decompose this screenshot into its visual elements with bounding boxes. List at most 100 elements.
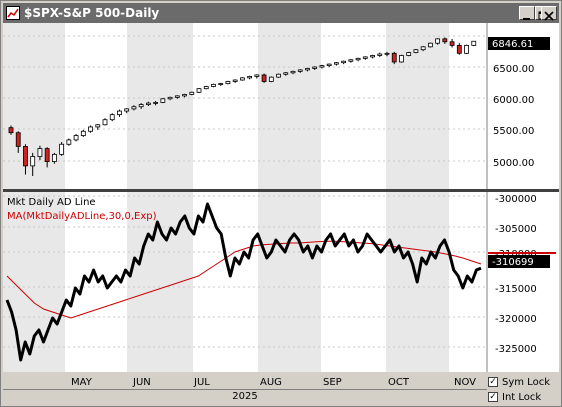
candle-up (37, 148, 43, 157)
candle-up (124, 108, 130, 112)
candle-up (160, 98, 166, 103)
month-label: MAY (71, 377, 93, 388)
candle-up (211, 83, 216, 87)
candle-down (44, 148, 50, 162)
x-axis[interactable] (3, 372, 487, 389)
year-label: 2025 (232, 391, 258, 402)
candle-up (153, 101, 159, 104)
chart-window-icon (6, 6, 20, 20)
title-bar[interactable]: $SPX-S&P 500-Daily (3, 3, 559, 23)
candle-up (225, 81, 231, 85)
candle-up (427, 42, 433, 48)
minimize-icon (523, 18, 530, 20)
ad-tick-label: -320000 (495, 314, 537, 325)
candle-down (442, 38, 448, 43)
candle-down (23, 146, 28, 167)
candle-up (254, 74, 260, 77)
close-button[interactable] (541, 6, 557, 21)
candle-up (305, 68, 310, 71)
candle-up (413, 49, 419, 53)
price-axis-ticks: 6500.00 6000.00 5500.00 5000.00 (493, 64, 534, 169)
close-icon (544, 11, 554, 21)
month-label: AUG (260, 377, 282, 388)
candle-up (174, 95, 180, 98)
candle-up (399, 55, 404, 63)
month-shade (258, 23, 321, 189)
candle-up (30, 156, 36, 167)
month-labels: MAY JUN JUL AUG SEP OCT NOV (71, 377, 476, 388)
ad-axis[interactable] (487, 192, 559, 372)
candle-up (276, 73, 281, 78)
month-label: OCT (388, 377, 410, 388)
candle-up (290, 70, 296, 74)
chart-area[interactable]: 6500.00 6000.00 5500.00 5000.00 6846.61 … (3, 23, 559, 389)
ad-tick-label: -310000 (495, 249, 537, 260)
price-tick-label: 5500.00 (493, 126, 534, 137)
ad-tick-label: -305000 (495, 224, 537, 235)
sym-lock-checkbox[interactable]: ✓ (488, 377, 498, 387)
candle-up (73, 135, 79, 141)
int-lock-checkbox[interactable]: ✓ (488, 392, 498, 402)
candle-up (102, 119, 108, 126)
candle-up (283, 72, 289, 75)
candle-up (319, 65, 325, 68)
candle-up (377, 53, 383, 56)
candle-up (471, 40, 477, 46)
ad-line (5, 202, 482, 362)
indicator-label: Mkt Daily AD Line (7, 197, 96, 208)
year-bar: 2025 (3, 389, 487, 405)
candle-up (268, 76, 274, 82)
candle-down (8, 127, 14, 134)
candle-up (138, 104, 144, 108)
month-shade (258, 192, 321, 372)
candle-up (189, 91, 195, 95)
candle-up (196, 88, 202, 93)
candle-up (51, 153, 57, 162)
candle-up (312, 66, 318, 69)
price-grid (3, 35, 487, 162)
ad-grid (3, 195, 487, 348)
candle-down (456, 44, 462, 54)
ma-line (6, 240, 482, 319)
candle-up (167, 96, 173, 100)
candle-down (15, 132, 21, 147)
candle-down (261, 74, 267, 82)
candle-up (80, 130, 86, 136)
price-axis[interactable] (487, 23, 559, 189)
int-lock-option[interactable]: ✓ Int Lock (488, 390, 541, 404)
month-label: SEP (323, 377, 342, 388)
ma-label: MA(MktDailyADLine,30,0,Exp) (7, 211, 157, 222)
price-current-box (488, 37, 550, 50)
month-label: NOV (454, 377, 476, 388)
candle-up (88, 126, 93, 132)
minimize-button[interactable] (519, 6, 535, 20)
candle-up (247, 76, 253, 79)
candle-up (435, 38, 441, 44)
price-candles (8, 37, 477, 177)
candle-up (420, 46, 426, 51)
price-current-value: 6846.61 (492, 39, 533, 50)
month-shade (386, 23, 449, 189)
int-lock-label: Int Lock (502, 391, 542, 403)
candle-up (297, 69, 303, 72)
candle-up (145, 102, 151, 105)
pane-divider[interactable] (3, 189, 559, 192)
ad-tick-label: -300000 (495, 194, 537, 205)
candle-up (333, 62, 339, 65)
sym-lock-option[interactable]: ✓ Sym Lock (488, 375, 550, 389)
price-tick-label: 6000.00 (493, 95, 534, 106)
sym-lock-label: Sym Lock (502, 376, 550, 388)
month-label: JUL (193, 377, 210, 388)
candle-up (348, 59, 354, 62)
candle-up (464, 44, 469, 54)
candle-down (449, 41, 455, 46)
candle-up (239, 77, 245, 81)
month-shade (127, 23, 193, 189)
candle-up (355, 57, 361, 61)
price-tick-label: 6500.00 (493, 64, 534, 75)
candle-up (182, 94, 187, 97)
candle-up (218, 83, 224, 86)
ma-current-marker (488, 252, 556, 254)
candle-up (232, 79, 238, 82)
candle-up (203, 86, 209, 90)
